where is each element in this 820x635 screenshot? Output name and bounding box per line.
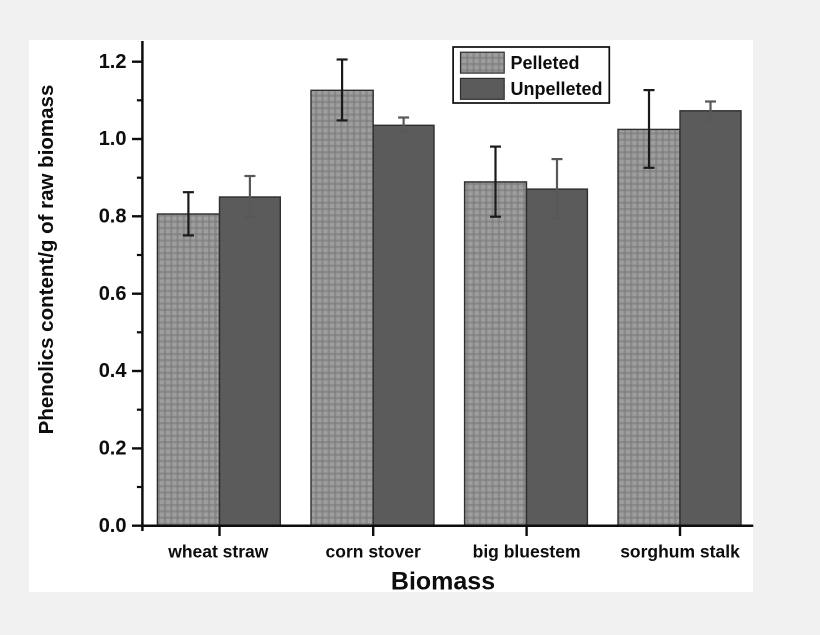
svg-text:Pelleted: Pelleted bbox=[511, 53, 580, 73]
svg-text:0.6: 0.6 bbox=[99, 283, 127, 305]
svg-text:1.2: 1.2 bbox=[99, 51, 127, 73]
svg-text:sorghum stalk: sorghum stalk bbox=[620, 542, 740, 562]
svg-text:0.8: 0.8 bbox=[99, 206, 127, 228]
svg-text:Biomass: Biomass bbox=[391, 568, 495, 596]
svg-text:Unpelleted: Unpelleted bbox=[511, 79, 603, 99]
svg-text:wheat straw: wheat straw bbox=[167, 542, 269, 562]
svg-text:0.2: 0.2 bbox=[99, 438, 127, 460]
svg-text:0.0: 0.0 bbox=[99, 515, 127, 537]
svg-text:Phenolics content/g of raw bio: Phenolics content/g of raw biomass bbox=[35, 85, 58, 435]
svg-text:0.4: 0.4 bbox=[99, 360, 128, 382]
svg-text:corn stover: corn stover bbox=[326, 542, 421, 562]
svg-text:1.0: 1.0 bbox=[99, 128, 127, 150]
svg-text:big bluestem: big bluestem bbox=[473, 542, 581, 562]
